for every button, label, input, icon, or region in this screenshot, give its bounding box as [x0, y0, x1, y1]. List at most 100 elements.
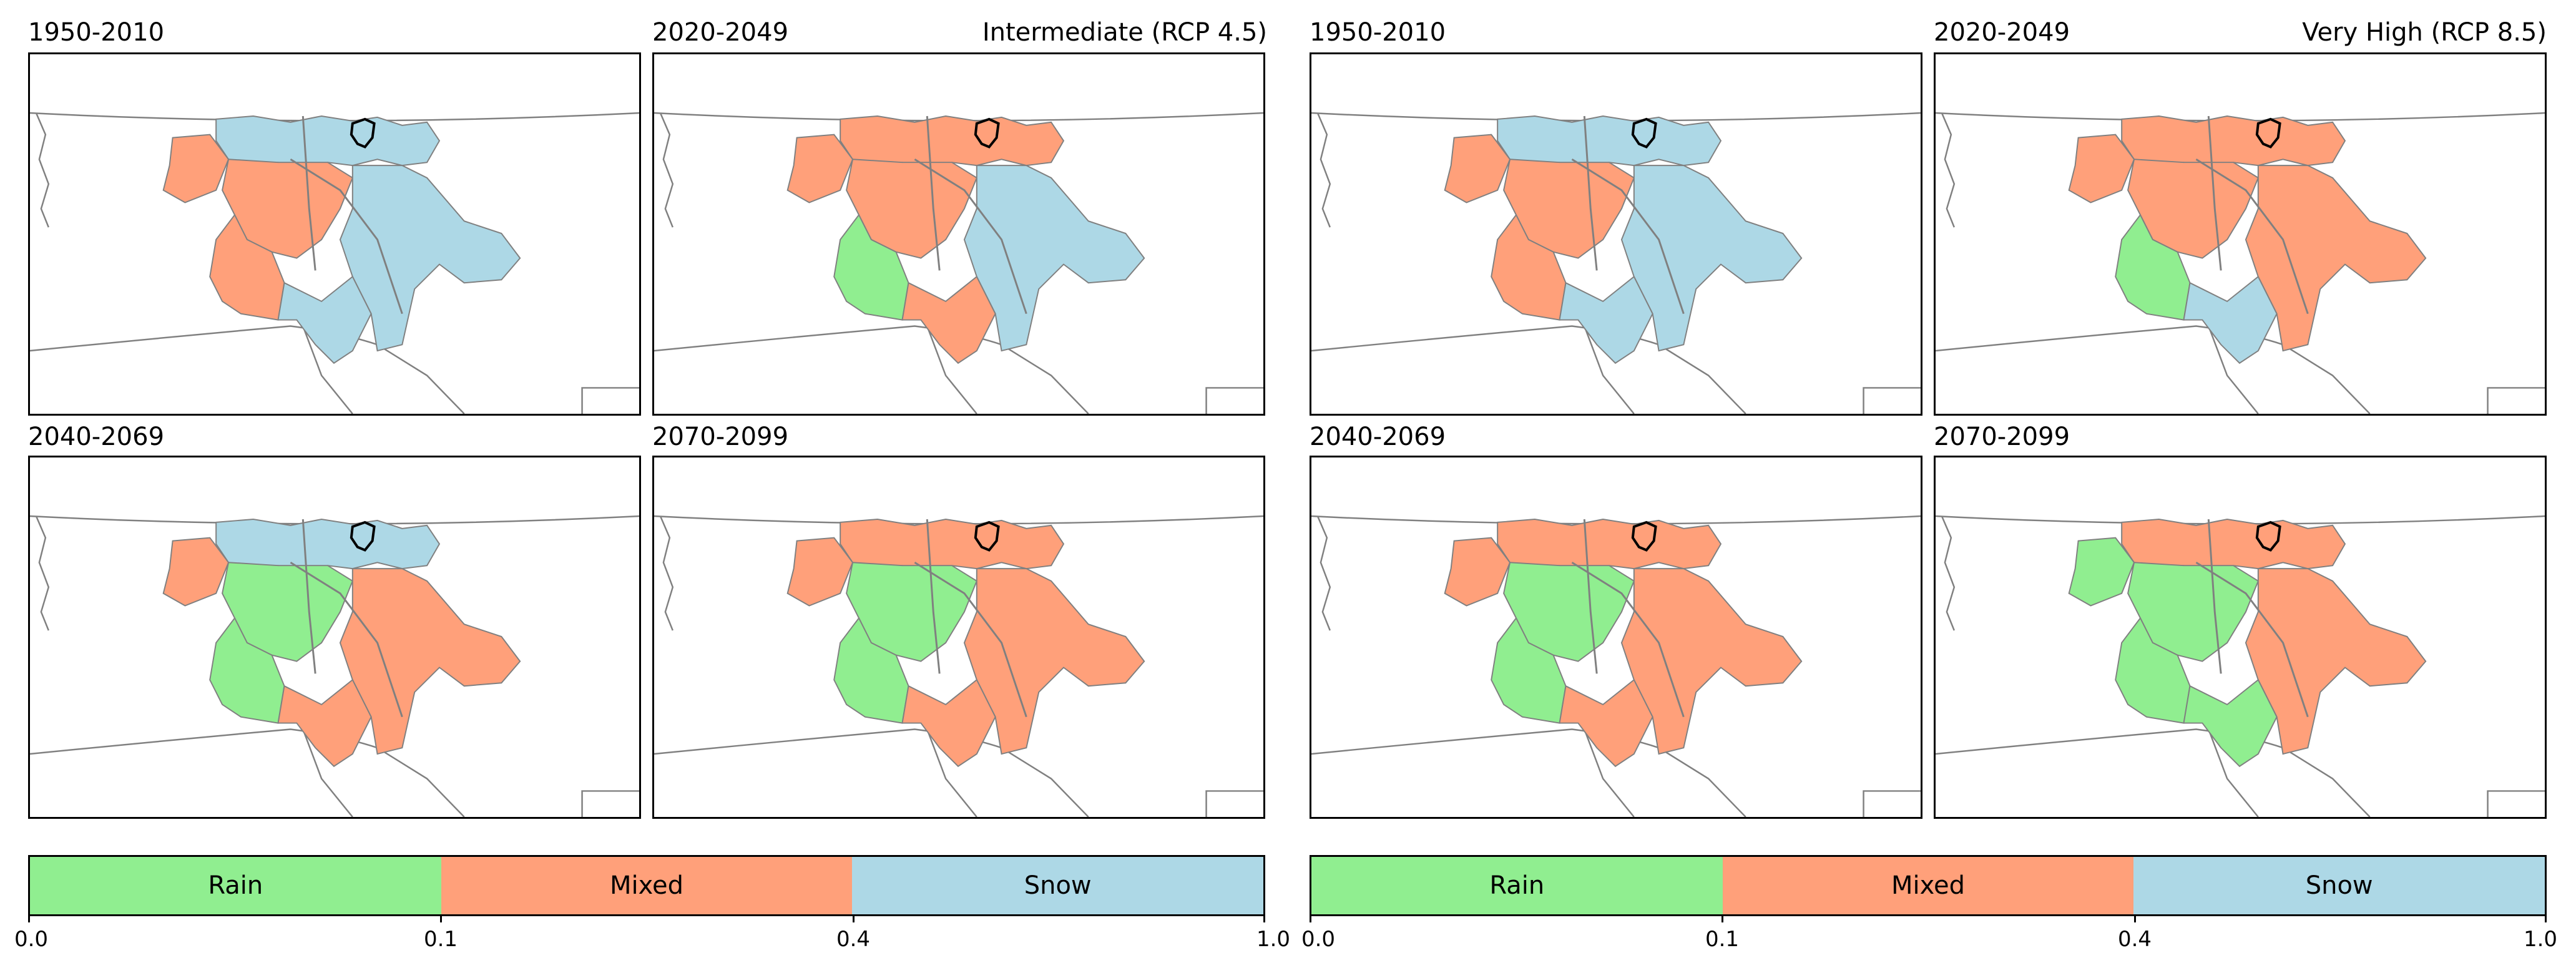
highlighted-basin-outline	[2255, 117, 2281, 149]
basin-south-snow	[2183, 275, 2278, 364]
map-canvas	[1936, 515, 2545, 817]
map-panel-rcp45-2040-2069	[28, 456, 641, 819]
boundary-line	[2487, 387, 2545, 414]
tick-label: 0.0	[1301, 927, 1336, 952]
scenario-title-rcp85: Very High (RCP 8.5)	[2302, 18, 2547, 47]
basin-center-rain	[222, 562, 354, 662]
panel-title: 2040-2069	[1310, 423, 1446, 451]
map-canvas	[30, 112, 639, 414]
boundary-line	[2282, 344, 2371, 414]
boundary-line	[581, 387, 639, 414]
boundary-line	[1584, 326, 1635, 414]
river-line	[1583, 115, 1598, 271]
colorbar-seg-rain: Rain	[30, 857, 441, 914]
map-panel-rcp85-2040-2069	[1310, 456, 1922, 819]
basin-southwest-mixed	[209, 213, 285, 321]
basin-south-rain	[2183, 678, 2278, 768]
boundary-line	[2208, 326, 2259, 414]
basin-center-rain	[1503, 562, 1635, 662]
river-line	[1571, 561, 1685, 718]
basin-southwest-rain	[833, 213, 909, 321]
tick-mark	[2545, 915, 2547, 922]
tick-label: 0.1	[1705, 927, 1740, 952]
boundary-line	[659, 112, 674, 228]
river-line	[1571, 158, 1685, 315]
boundary-line	[35, 112, 50, 228]
highlighted-basin-outline	[350, 521, 376, 552]
map-canvas	[1936, 112, 2545, 414]
tick-label: 0.4	[2117, 927, 2152, 952]
boundary-line	[1658, 344, 1746, 414]
tick-mark	[853, 915, 855, 922]
map-canvas	[1311, 112, 1921, 414]
boundary-line	[1205, 387, 1263, 414]
boundary-line	[302, 729, 353, 817]
basin-south-mixed	[901, 275, 996, 364]
boundary-line	[581, 790, 639, 817]
panel-title: 1950-2010	[1310, 18, 1446, 47]
basin-east-mixed	[2245, 568, 2427, 755]
boundary-line	[659, 516, 674, 631]
basin-southwest-rain	[2115, 213, 2191, 321]
highlighted-basin-outline	[974, 521, 1000, 552]
tick-label: 0.1	[423, 927, 458, 952]
tick-mark	[1721, 915, 1723, 922]
river-line	[290, 158, 403, 315]
basin-east-snow	[1620, 165, 1803, 352]
boundary-line	[2487, 790, 2545, 817]
river-line	[926, 115, 941, 271]
boundary-line	[926, 729, 977, 817]
tick-label: 1.0	[1256, 927, 1291, 952]
river-line	[2207, 115, 2222, 271]
colorbar-seg-mixed: Mixed	[441, 857, 853, 914]
basin-south-mixed	[901, 678, 996, 768]
basin-east-snow	[963, 165, 1145, 352]
tick-label: 0.0	[14, 927, 49, 952]
basin-southwest-mixed	[1491, 213, 1567, 321]
boundary-line	[926, 326, 977, 414]
boundary-line	[302, 326, 353, 414]
river-line	[301, 115, 316, 271]
map-canvas	[654, 112, 1263, 414]
panel-title: 2020-2049	[1934, 18, 2070, 47]
map-panel-rcp85-2070-2099	[1934, 456, 2547, 819]
basin-northwest-mixed	[162, 134, 230, 203]
river-line	[301, 519, 316, 674]
panel-title: 2070-2099	[652, 423, 789, 451]
boundary-line	[376, 344, 465, 414]
scenario-title-rcp45: Intermediate (RCP 4.5)	[982, 18, 1267, 47]
colorbar-right: Rain Mixed Snow	[1310, 855, 2547, 916]
map-panel-rcp45-1950-2010	[28, 52, 641, 416]
river-line	[2195, 158, 2309, 315]
tick-mark	[440, 915, 442, 922]
basin-southwest-rain	[1491, 617, 1567, 724]
boundary-line	[1001, 747, 1089, 817]
map-canvas	[654, 515, 1263, 817]
tick-mark	[1263, 915, 1265, 922]
basin-northwest-rain	[2068, 537, 2135, 607]
boundary-line	[35, 516, 50, 631]
basin-east-mixed	[963, 568, 1145, 755]
basin-east-mixed	[1620, 568, 1803, 755]
river-line	[290, 561, 403, 718]
colorbar-seg-snow: Snow	[2133, 857, 2545, 914]
boundary-line	[1863, 790, 1921, 817]
map-panel-rcp45-2070-2099	[652, 456, 1265, 819]
basin-east-mixed	[339, 568, 521, 755]
boundary-line	[1001, 344, 1089, 414]
basin-northwest-mixed	[786, 537, 854, 607]
boundary-line	[1863, 387, 1921, 414]
basin-northwest-mixed	[1444, 537, 1511, 607]
map-canvas	[1311, 515, 1921, 817]
colorbar-seg-rain: Rain	[1311, 857, 1723, 914]
boundary-line	[2282, 747, 2371, 817]
basin-northwest-mixed	[162, 537, 230, 607]
map-panel-rcp85-1950-2010	[1310, 52, 1922, 416]
tick-mark	[1310, 915, 1311, 922]
colorbar-seg-mixed: Mixed	[1722, 857, 2134, 914]
basin-south-snow	[1559, 275, 1653, 364]
colorbar-left: Rain Mixed Snow	[28, 855, 1265, 916]
basin-center-mixed	[846, 159, 978, 259]
highlighted-basin-outline	[350, 117, 376, 149]
basin-center-mixed	[2127, 159, 2260, 259]
